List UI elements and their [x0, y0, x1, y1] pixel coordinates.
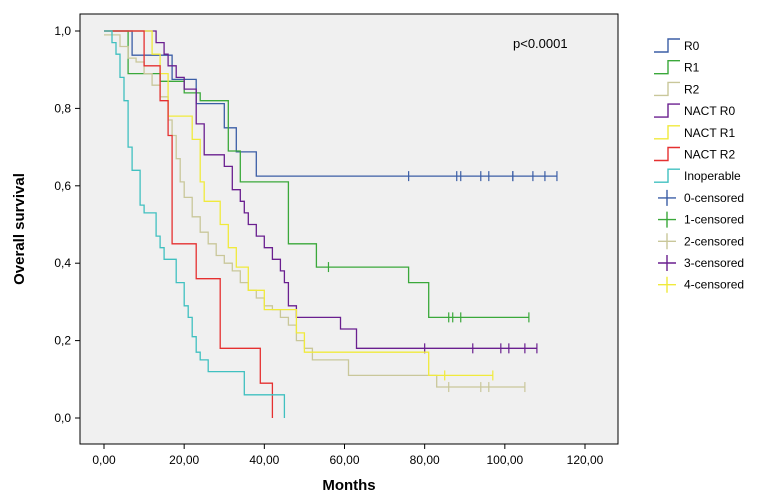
p-value-annotation: p<0.0001	[513, 36, 568, 51]
y-tick-label: 0,0	[54, 411, 71, 425]
legend-label: NACT R1	[684, 126, 735, 140]
legend-label: Inoperable	[684, 169, 741, 183]
legend-swatch	[654, 146, 680, 162]
x-tick-label: 20,00	[169, 453, 199, 467]
legend-label: 2-censored	[684, 234, 744, 248]
legend-label: R2	[684, 82, 700, 96]
legend-label: R1	[684, 61, 700, 75]
y-tick-label: 0,2	[54, 334, 71, 348]
series-line-nact-r1	[104, 30, 493, 377]
legend-label: NACT R0	[684, 104, 735, 118]
legend-swatch	[658, 189, 676, 206]
y-tick-label: 0,8	[54, 101, 71, 115]
x-tick-label: 60,00	[329, 453, 359, 467]
legend-swatch	[658, 233, 676, 250]
legend-swatch	[654, 38, 680, 53]
y-tick-label: 0,6	[54, 179, 71, 193]
series-line-inoperable	[104, 30, 286, 418]
legend-swatch	[654, 60, 680, 75]
legend-swatch	[658, 211, 676, 228]
legend-label: 3-censored	[684, 256, 744, 270]
legend-label: NACT R2	[684, 148, 735, 162]
legend-swatch	[654, 103, 680, 118]
legend-label: 4-censored	[684, 278, 744, 292]
x-axis-title: Months	[322, 477, 375, 494]
x-tick-label: 120,00	[567, 453, 604, 467]
series-line-nact-r2	[104, 30, 274, 418]
legend-swatch	[654, 125, 680, 140]
legend-swatch	[658, 255, 676, 271]
legend-label: 0-censored	[684, 191, 744, 205]
x-tick-label: 80,00	[410, 453, 440, 467]
legend-swatch	[654, 81, 680, 97]
y-tick-label: 1,0	[54, 24, 71, 38]
series-line-nact-r0	[104, 30, 537, 349]
legend-swatch	[654, 168, 680, 183]
x-tick-label: 0,00	[92, 453, 116, 467]
y-axis-title: Overall survival	[11, 173, 28, 285]
y-tick-label: 0,4	[54, 256, 71, 270]
x-tick-label: 100,00	[486, 453, 523, 467]
x-tick-label: 40,00	[249, 453, 279, 467]
legend-swatch	[658, 276, 676, 293]
legend-label: R0	[684, 39, 700, 53]
legend-label: 1-censored	[684, 213, 744, 227]
